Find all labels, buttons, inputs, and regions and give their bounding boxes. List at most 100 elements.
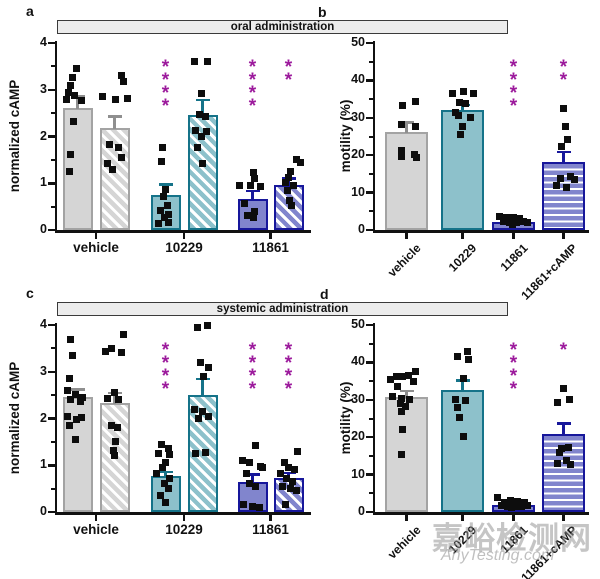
data-point <box>259 464 266 472</box>
data-point <box>394 382 401 390</box>
data-point <box>71 91 78 99</box>
data-point <box>157 206 164 214</box>
data-point <box>69 351 76 359</box>
y-major-tick <box>47 88 57 91</box>
x-label: vehicle <box>73 522 119 537</box>
x-label: 10229 <box>445 241 480 275</box>
data-point <box>162 499 169 507</box>
data-point <box>66 168 73 176</box>
data-point <box>243 470 250 478</box>
data-point <box>557 175 564 183</box>
y-minor-tick <box>51 158 57 161</box>
data-point <box>513 219 520 227</box>
x-tick <box>94 514 98 521</box>
data-point <box>161 213 168 221</box>
data-point <box>412 367 419 375</box>
data-point <box>251 207 258 215</box>
x-label: vehicle <box>384 241 424 280</box>
data-point <box>244 212 251 220</box>
data-point <box>562 123 569 131</box>
data-point <box>69 73 76 81</box>
y-axis-title: normalized cAMP <box>7 79 22 193</box>
data-point <box>387 376 394 384</box>
data-point <box>70 117 77 125</box>
y-tick-label: 4 <box>40 35 47 49</box>
data-point <box>470 90 477 98</box>
error-bar-cap <box>158 470 173 474</box>
data-point <box>524 501 531 509</box>
data-point <box>289 478 296 486</box>
y-tick-label: 0 <box>40 222 47 236</box>
y-minor-tick <box>369 492 375 495</box>
data-point <box>498 502 505 510</box>
panel-letter-c: c <box>26 285 34 301</box>
data-point <box>516 214 523 222</box>
bar-10229-solid <box>441 390 484 512</box>
x-tick <box>269 232 272 239</box>
error-bar <box>251 191 254 201</box>
data-point <box>155 220 162 228</box>
header-systemic-administration-label: systemic administration <box>216 303 349 315</box>
error-bar-cap <box>399 389 414 393</box>
error-bar <box>461 380 464 392</box>
data-point <box>205 363 212 371</box>
data-point <box>454 403 461 411</box>
error-bar-cap <box>107 115 122 118</box>
data-point <box>111 389 118 397</box>
data-point <box>553 181 560 189</box>
y-major-tick <box>365 41 375 45</box>
y-tick-label: 30 <box>351 109 365 124</box>
data-point <box>291 466 298 474</box>
error-bar <box>562 423 565 436</box>
y-major-tick <box>365 191 375 194</box>
data-point <box>252 482 259 490</box>
data-point <box>507 497 514 505</box>
significance-stars: * * * * <box>161 57 170 117</box>
data-point <box>202 448 209 456</box>
data-point <box>157 492 164 500</box>
watermark-cn: 嘉峪检测网 <box>432 521 592 556</box>
data-point <box>99 93 106 101</box>
y-major-tick <box>47 417 57 420</box>
error-bar-cap <box>158 183 173 186</box>
error-bar <box>201 379 204 397</box>
data-point <box>462 99 469 107</box>
x-tick <box>461 232 464 239</box>
y-minor-tick <box>369 417 375 420</box>
x-tick <box>562 232 565 239</box>
data-point <box>524 219 531 227</box>
data-point <box>455 111 462 119</box>
data-point <box>399 372 406 380</box>
data-point <box>405 372 412 380</box>
data-point <box>494 494 501 502</box>
header-oral-administration: oral administration <box>57 20 508 34</box>
data-point <box>112 438 119 446</box>
data-point <box>124 94 131 102</box>
data-point <box>165 219 172 227</box>
y-major-tick <box>365 510 375 514</box>
data-point <box>293 487 300 495</box>
data-point <box>460 432 467 440</box>
data-point <box>108 421 115 429</box>
data-point <box>118 348 125 356</box>
data-point <box>158 440 165 448</box>
data-point <box>514 497 521 505</box>
data-point <box>564 135 571 143</box>
data-point <box>120 330 127 338</box>
y-minor-tick <box>51 347 57 350</box>
data-point <box>457 131 464 139</box>
data-point <box>460 88 467 96</box>
data-point <box>284 186 291 194</box>
data-point <box>558 142 565 150</box>
data-point <box>66 375 73 383</box>
y-major-tick <box>47 228 57 232</box>
data-point <box>205 413 212 421</box>
data-point <box>290 182 297 190</box>
error-bar-cap <box>245 189 260 193</box>
panel-letter-b: b <box>318 4 327 20</box>
bar-11861+cAMP-solid <box>542 161 585 230</box>
data-point <box>197 358 204 366</box>
data-point <box>153 470 160 478</box>
error-bar-cap <box>399 121 414 124</box>
data-point <box>281 458 288 466</box>
